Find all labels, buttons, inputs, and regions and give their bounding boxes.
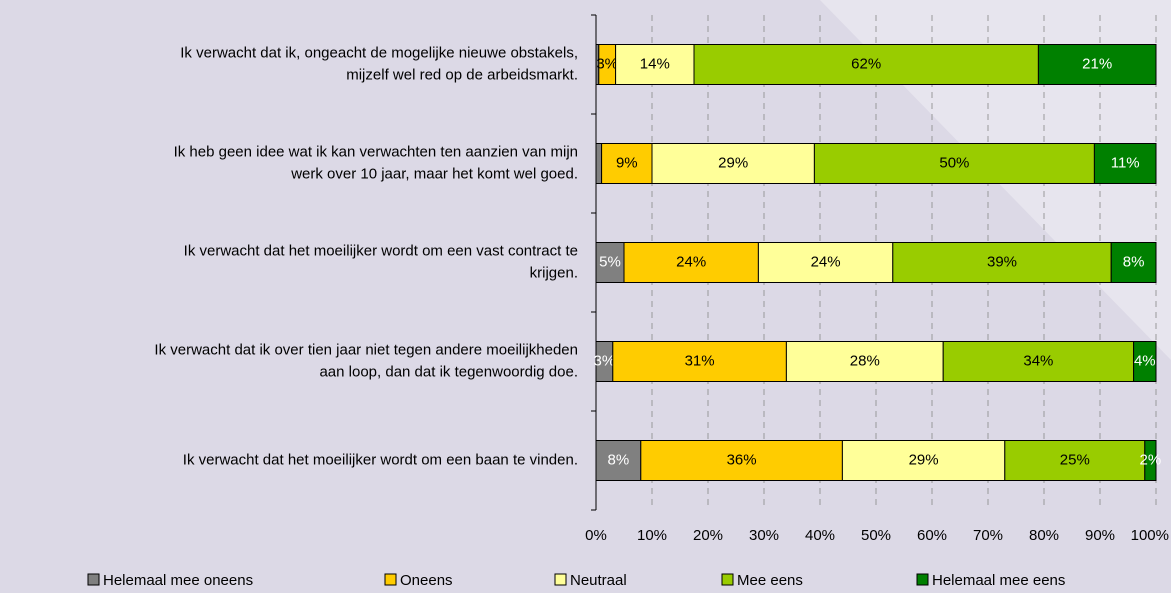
bar-segment <box>841 440 1006 481</box>
x-tick-label: 0% <box>585 527 607 544</box>
legend-label: Neutraal <box>570 572 627 589</box>
value-label: 3% <box>594 352 616 369</box>
value-label: 8% <box>1123 253 1145 270</box>
value-label: 34% <box>1023 352 1053 369</box>
legend-swatch <box>554 573 567 586</box>
category-label: Ik heb geen idee wat ik kan verwachten t… <box>174 143 578 160</box>
value-label: 29% <box>909 451 939 468</box>
bar-segment <box>1004 440 1146 481</box>
legend-swatch <box>87 573 100 586</box>
x-tick-label: 50% <box>861 527 891 544</box>
bar-segment <box>757 242 894 283</box>
bar-segment <box>623 242 759 283</box>
bar-segment <box>612 341 787 382</box>
x-tick-label: 80% <box>1029 527 1059 544</box>
value-label: 28% <box>850 352 880 369</box>
bar-segment <box>813 143 1095 184</box>
bar-segment <box>615 44 695 85</box>
value-label: 9% <box>616 154 638 171</box>
x-tick-label: 30% <box>749 527 779 544</box>
legend-label: Helemaal mee eens <box>932 572 1065 589</box>
value-label: 2% <box>1140 451 1162 468</box>
bar-segment <box>1110 242 1157 283</box>
bar-segment <box>1037 44 1157 85</box>
x-tick-label: 20% <box>693 527 723 544</box>
x-tick-label: 40% <box>805 527 835 544</box>
value-label: 50% <box>939 154 969 171</box>
bar-segment <box>640 440 843 481</box>
value-label: 21% <box>1082 55 1112 72</box>
bar-segment <box>1144 440 1157 481</box>
bar-segment <box>693 44 1039 85</box>
bar-segment <box>595 242 625 283</box>
value-label: 39% <box>987 253 1017 270</box>
value-label: 14% <box>640 55 670 72</box>
value-label: 36% <box>727 451 757 468</box>
value-label: 11% <box>1111 154 1140 171</box>
value-label: 4% <box>1134 352 1156 369</box>
bar-segment <box>595 440 642 481</box>
bar-segment <box>1133 341 1157 382</box>
bar-segment <box>892 242 1112 283</box>
bar-segment <box>595 143 603 184</box>
category-label: werk over 10 jaar, maar het komt wel goe… <box>290 165 578 182</box>
legend-swatch <box>721 573 734 586</box>
x-tick-label: 70% <box>973 527 1003 544</box>
value-label: 62% <box>851 55 881 72</box>
bar-segment <box>1093 143 1157 184</box>
legend-swatch <box>384 573 397 586</box>
x-tick-label: 60% <box>917 527 947 544</box>
legend-label: Oneens <box>400 572 453 589</box>
x-tick-label: 100% <box>1131 527 1169 544</box>
value-label: 8% <box>608 451 630 468</box>
bar-segment <box>942 341 1135 382</box>
category-label: Ik verwacht dat het moeilijker wordt om … <box>183 451 578 468</box>
bar-segment <box>601 143 653 184</box>
category-label: aan loop, dan dat ik tegenwoordig doe. <box>319 363 578 380</box>
category-label: Ik verwacht dat ik over tien jaar niet t… <box>154 341 578 358</box>
value-label: 5% <box>599 253 621 270</box>
value-label: 31% <box>685 352 715 369</box>
legend-swatch <box>916 573 929 586</box>
category-label: Ik verwacht dat het moeilijker wordt om … <box>184 242 578 259</box>
legend-label: Mee eens <box>737 572 803 589</box>
bar-segment <box>651 143 815 184</box>
category-label: mijzelf wel red op de arbeidsmarkt. <box>346 66 578 83</box>
value-label: 29% <box>718 154 748 171</box>
value-label: 3% <box>596 55 618 72</box>
x-tick-label: 10% <box>637 527 667 544</box>
value-label: 24% <box>676 253 706 270</box>
x-tick-label: 90% <box>1085 527 1115 544</box>
value-label: 25% <box>1060 451 1090 468</box>
legend-label: Helemaal mee oneens <box>103 572 253 589</box>
value-label: 24% <box>811 253 841 270</box>
category-label: krijgen. <box>530 264 578 281</box>
category-label: Ik verwacht dat ik, ongeacht de mogelijk… <box>180 44 578 61</box>
bar-segment <box>785 341 944 382</box>
